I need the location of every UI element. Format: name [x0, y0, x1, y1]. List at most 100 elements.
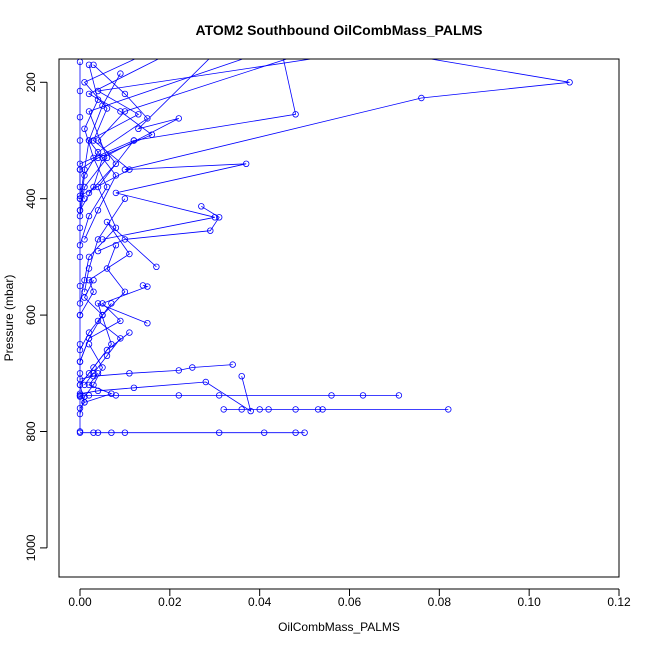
- series-20: [220, 406, 452, 413]
- series-19: [76, 392, 403, 399]
- data-point: [112, 392, 120, 399]
- data-point: [90, 288, 97, 295]
- series-line: [79, 59, 136, 197]
- data-point: [76, 375, 84, 383]
- data-point: [76, 300, 84, 307]
- data-point: [85, 108, 93, 115]
- data-point: [238, 406, 245, 413]
- data-point: [90, 370, 97, 377]
- y-axis: 200 400 600 800 1000: [24, 72, 48, 561]
- data-point: [76, 166, 84, 173]
- data-point: [99, 300, 106, 307]
- data-point: [144, 320, 151, 327]
- series-8: [76, 61, 111, 249]
- data-point: [261, 429, 268, 436]
- series-line: [84, 198, 126, 292]
- series-1: [99, 46, 573, 243]
- series-12: [76, 137, 138, 307]
- data-point: [90, 429, 97, 436]
- x-tick-label: 0.08: [428, 595, 452, 609]
- data-point: [130, 384, 138, 391]
- series-line: [79, 376, 252, 412]
- data-point: [94, 148, 102, 156]
- data-point: [175, 115, 182, 122]
- data-point: [85, 381, 93, 389]
- y-tick-label: 400: [24, 188, 38, 208]
- data-point: [81, 277, 88, 284]
- data-point: [81, 399, 88, 406]
- data-point: [103, 352, 111, 359]
- data-point: [76, 358, 84, 365]
- data-point: [76, 390, 84, 397]
- data-point: [319, 406, 326, 413]
- data-point: [220, 406, 227, 413]
- series-13: [76, 218, 160, 319]
- data-point: [76, 212, 84, 220]
- data-point: [90, 381, 97, 389]
- series-line: [84, 73, 121, 240]
- series-28: [76, 50, 263, 220]
- data-point: [148, 131, 156, 138]
- series-line: [79, 140, 135, 304]
- series-line: [79, 364, 233, 380]
- series-27: [81, 300, 124, 389]
- data-point: [99, 154, 106, 162]
- data-point: [85, 212, 93, 220]
- data-point: [135, 111, 142, 118]
- data-point: [328, 392, 335, 399]
- data-point: [85, 370, 93, 377]
- data-point: [90, 277, 97, 284]
- data-point: [153, 263, 160, 270]
- data-point: [215, 392, 223, 399]
- data-point: [94, 87, 102, 95]
- series-line: [79, 64, 149, 211]
- data-point: [76, 113, 84, 121]
- series-line: [79, 373, 113, 409]
- data-point: [94, 236, 102, 243]
- data-point: [76, 311, 84, 319]
- data-point: [76, 346, 84, 354]
- data-point: [112, 241, 120, 249]
- data-point: [257, 50, 263, 56]
- data-point: [369, 46, 375, 52]
- data-point: [94, 300, 102, 307]
- series-line: [79, 59, 160, 170]
- data-point: [85, 329, 93, 336]
- series-23: [76, 370, 115, 412]
- data-point: [112, 189, 120, 197]
- data-point: [215, 429, 223, 436]
- data-point: [94, 317, 102, 325]
- x-tick-label: 0.04: [248, 595, 272, 609]
- data-point: [76, 392, 84, 399]
- data-point: [247, 407, 254, 415]
- data-point: [76, 405, 84, 412]
- series-29: [85, 59, 288, 197]
- series-6: [76, 59, 314, 202]
- data-point: [94, 247, 102, 255]
- data-point: [145, 50, 151, 56]
- data-point: [242, 160, 250, 167]
- data-point: [94, 429, 102, 436]
- data-point: [81, 125, 88, 132]
- data-point: [85, 61, 93, 69]
- data-point: [202, 378, 209, 386]
- series-line: [79, 245, 126, 362]
- x-tick-label: 0.06: [338, 595, 362, 609]
- data-point: [99, 311, 106, 319]
- series-11: [94, 203, 223, 255]
- data-point: [76, 137, 84, 144]
- data-point: [121, 236, 129, 243]
- data-point: [81, 79, 88, 86]
- data-point: [85, 392, 93, 399]
- data-point: [121, 108, 129, 115]
- data-point: [108, 390, 115, 397]
- data-point: [121, 429, 129, 436]
- series-line: [79, 285, 149, 362]
- data-point: [85, 137, 93, 144]
- data-point: [85, 277, 93, 284]
- series-line: [79, 59, 244, 217]
- data-point: [301, 429, 308, 436]
- data-point: [167, 50, 173, 56]
- series-line: [79, 59, 314, 199]
- y-tick-label: 200: [24, 72, 38, 92]
